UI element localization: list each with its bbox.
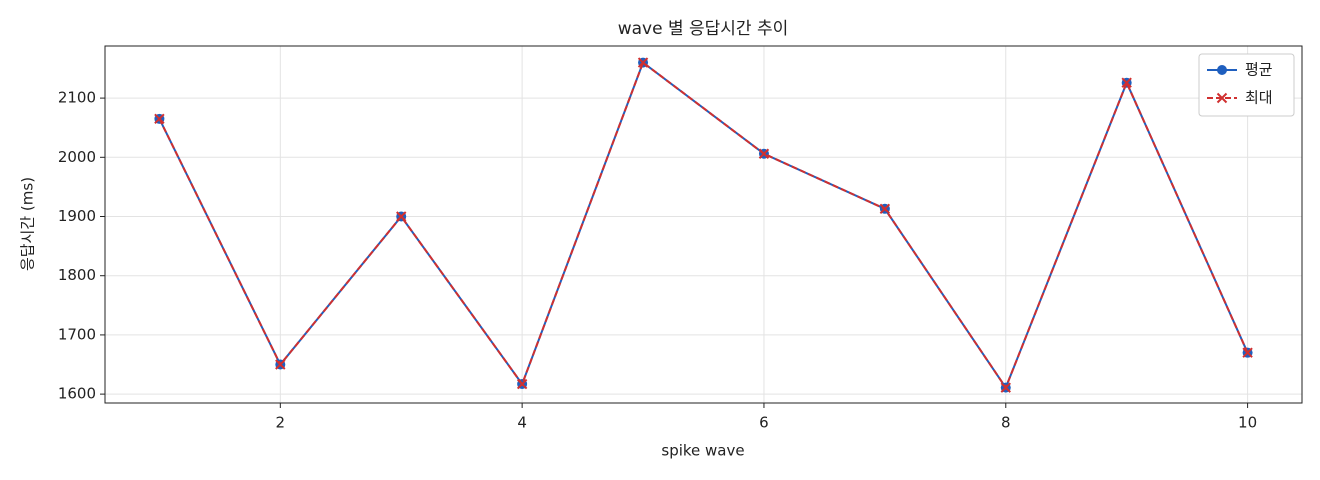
x-tick-label: 8 — [1001, 414, 1011, 432]
legend-label: 최대 — [1245, 89, 1273, 107]
x-marker — [1242, 347, 1253, 358]
x-marker — [1121, 77, 1132, 88]
legend-label: 평균 — [1245, 61, 1273, 79]
x-marker — [879, 203, 891, 215]
line — [158, 60, 1249, 390]
y-tick-label: 2000 — [58, 148, 96, 166]
x-axis-label: spike wave — [661, 442, 744, 460]
x-marker — [516, 378, 528, 390]
x-marker — [396, 211, 407, 222]
line — [158, 60, 1249, 390]
y-tick-label: 2100 — [58, 89, 96, 107]
plot-frame — [104, 45, 1303, 404]
chart-title: wave 별 응답시간 추이 — [618, 19, 789, 39]
y-tick-label: 1700 — [58, 325, 96, 343]
x-tick-label: 4 — [517, 414, 527, 432]
x-marker — [637, 57, 649, 68]
legend-marker — [1216, 92, 1228, 104]
legend-marker — [1217, 65, 1227, 75]
y-tick-label: 1600 — [58, 385, 96, 403]
y-axis-label: 응답시간 (ms) — [19, 177, 37, 271]
x-tick-label: 6 — [759, 414, 769, 432]
x-tick-label: 10 — [1238, 414, 1257, 432]
y-tick-label: 1900 — [58, 207, 96, 225]
x-marker — [275, 359, 286, 370]
x-marker — [1000, 382, 1011, 393]
x-marker — [154, 113, 165, 125]
y-tick-label: 1800 — [58, 266, 96, 284]
x-tick-label: 2 — [276, 414, 286, 432]
x-marker — [758, 148, 770, 159]
